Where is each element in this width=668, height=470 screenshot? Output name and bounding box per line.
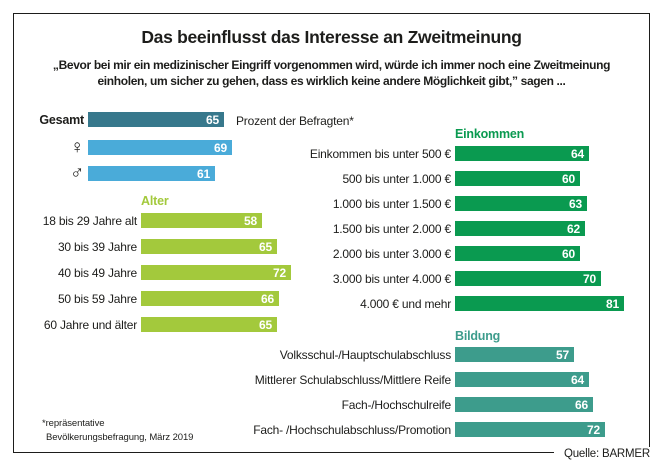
- bar-label: 500 bis unter 1.000 €: [342, 171, 451, 186]
- bar-row: 60 Jahre und älter 65: [20, 317, 291, 332]
- bar-value: 60: [562, 171, 575, 186]
- footnote-line-1: *repräsentative: [42, 418, 105, 429]
- section-header-einkommen: Einkommen: [455, 127, 525, 141]
- bar: 65: [141, 239, 277, 254]
- bar-value: 81: [606, 296, 619, 311]
- group-alter: 18 bis 29 Jahre alt 58 30 bis 39 Jahre 65 40…: [20, 213, 291, 343]
- bar-value: 58: [244, 213, 257, 228]
- bar: 70: [455, 271, 601, 286]
- bar-label: 40 bis 49 Jahre: [57, 265, 137, 280]
- group-gesamt: Gesamt 65: [20, 112, 224, 138]
- bar-value: 63: [569, 196, 582, 211]
- bar-label: Fach- /Hochschulabschluss/Promotion: [253, 422, 451, 437]
- bar: 58: [141, 213, 262, 228]
- bar-value: 65: [206, 112, 219, 127]
- bar-row: Gesamt 65: [20, 112, 224, 127]
- bar-row: Mittlerer Schulabschluss/Mittlere Reife 6…: [199, 372, 605, 387]
- bar: 64: [455, 372, 589, 387]
- bar: 57: [455, 347, 574, 362]
- bar-value: 66: [575, 397, 588, 412]
- bar-label: 1.500 bis unter 2.000 €: [332, 221, 451, 236]
- bar-label: 1.000 bis unter 1.500 €: [332, 196, 451, 211]
- bar-value: 65: [259, 239, 272, 254]
- bar: 64: [455, 146, 589, 161]
- bar-label: Fach-/Hochschulreife: [341, 397, 452, 412]
- bar: 61: [88, 166, 215, 181]
- bar: 72: [141, 265, 291, 280]
- unit-note: Prozent der Befragten*: [236, 114, 354, 128]
- bar-value: 64: [571, 372, 584, 387]
- bar: 66: [455, 397, 593, 412]
- bar: 63: [455, 196, 587, 211]
- bar-label: Mittlerer Schulabschluss/Mittlere Reife: [254, 372, 451, 387]
- bar-row: 1.500 bis unter 2.000 € 62: [199, 221, 624, 236]
- bar-label: 50 bis 59 Jahre: [57, 291, 137, 306]
- bar: 65: [141, 317, 277, 332]
- bar-value: 72: [273, 265, 286, 280]
- bar-label: Gesamt: [39, 112, 84, 127]
- bar: 60: [455, 171, 580, 186]
- bar-row: ♂ 61: [20, 163, 232, 184]
- bar: 65: [88, 112, 224, 127]
- bar-row: Fach- /Hochschulabschluss/Promotion 72: [199, 422, 605, 437]
- chart-frame: Das beeinflusst das Interesse an Zweitme…: [13, 13, 651, 461]
- bar-label: 18 bis 29 Jahre alt: [42, 213, 137, 228]
- bar: 60: [455, 246, 580, 261]
- group-gender: ♀ 69 ♂ 61: [20, 137, 232, 192]
- bar-value: 64: [571, 146, 584, 161]
- section-header-alter: Alter: [141, 194, 169, 208]
- bar: 66: [141, 291, 279, 306]
- bar: 69: [88, 140, 232, 155]
- source-credit: Quelle: BARMER: [553, 447, 651, 461]
- page-title: Das beeinflusst das Interesse an Zweitme…: [141, 27, 522, 47]
- bar-row: Fach-/Hochschulreife 66: [199, 397, 605, 412]
- group-einkommen: Einkommen bis unter 500 € 64 500 bis unter…: [199, 146, 624, 321]
- bar-value: 65: [259, 317, 272, 332]
- subtitle-quote: „Bevor bei mir ein medizinischer Eingrif…: [52, 58, 611, 88]
- bar-value: 66: [261, 291, 274, 306]
- group-bildung: Volksschul-/Hauptschulabschluss 57 Mittler…: [199, 347, 605, 447]
- bar-label: 2.000 bis unter 3.000 €: [332, 246, 451, 261]
- footnote: *repräsentative Bevölkerungsbefragung, M…: [42, 417, 193, 446]
- bar-label: Volksschul-/Hauptschulabschluss: [279, 347, 451, 362]
- bar-row: 30 bis 39 Jahre 65: [20, 239, 291, 254]
- bar-row: 18 bis 29 Jahre alt 58: [20, 213, 291, 228]
- bar-row: 50 bis 59 Jahre 66: [20, 291, 291, 306]
- section-header-bildung: Bildung: [455, 329, 501, 343]
- bar-row: 1.000 bis unter 1.500 € 63: [199, 196, 624, 211]
- bar-row: 3.000 bis unter 4.000 € 70: [199, 271, 624, 286]
- bar-label: 30 bis 39 Jahre: [57, 239, 137, 254]
- bar: 62: [455, 221, 585, 236]
- bar-value: 62: [567, 221, 580, 236]
- bar-value: 69: [214, 140, 227, 155]
- bar-row: 40 bis 49 Jahre 72: [20, 265, 291, 280]
- bar-label: Einkommen bis unter 500 €: [309, 146, 451, 161]
- footnote-line-2: Bevölkerungsbefragung, März 2019: [46, 432, 194, 444]
- bar-label: 4.000 € und mehr: [360, 296, 451, 311]
- bar-label: 3.000 bis unter 4.000 €: [332, 271, 451, 286]
- bar-label: 60 Jahre und älter: [43, 317, 137, 332]
- bar-row: Volksschul-/Hauptschulabschluss 57: [199, 347, 605, 362]
- bar-row: 500 bis unter 1.000 € 60: [199, 171, 624, 186]
- bar-value: 70: [583, 271, 596, 286]
- bar: 72: [455, 422, 605, 437]
- bar-row: Einkommen bis unter 500 € 64: [199, 146, 624, 161]
- bar-value: 60: [562, 246, 575, 261]
- bar: 81: [455, 296, 624, 311]
- bar-row: 2.000 bis unter 3.000 € 60: [199, 246, 624, 261]
- bar-row: ♀ 69: [20, 137, 232, 158]
- bar-value: 72: [587, 422, 600, 437]
- bar-value: 57: [556, 347, 569, 362]
- bar-label: ♀: [69, 137, 84, 158]
- bar-row: 4.000 € und mehr 81: [199, 296, 624, 311]
- bar-label: ♂: [69, 163, 84, 184]
- bar-value: 61: [197, 166, 210, 181]
